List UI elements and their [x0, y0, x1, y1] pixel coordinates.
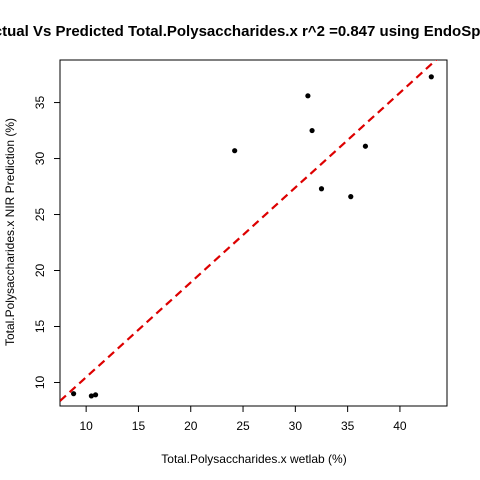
fit-line-group — [60, 50, 447, 401]
data-points-group — [71, 74, 434, 398]
fit-line — [60, 50, 447, 401]
data-point — [93, 392, 98, 397]
data-point — [363, 144, 368, 149]
data-point — [305, 93, 310, 98]
y-tick-label: 10 — [33, 375, 47, 389]
x-tick-label: 20 — [184, 419, 198, 433]
data-point — [348, 194, 353, 199]
axes-group: 10 15 20 25 30 35 40 10 15 20 25 30 35 — [33, 60, 447, 433]
y-tick-label: 20 — [33, 264, 47, 278]
data-point — [309, 128, 314, 133]
data-point — [232, 148, 237, 153]
y-tick-label: 25 — [33, 208, 47, 222]
x-axis-label: Total.Polysaccharides.x wetlab (%) — [161, 452, 346, 466]
plot-frame — [60, 60, 447, 406]
data-point — [319, 186, 324, 191]
x-tick-label: 25 — [236, 419, 250, 433]
chart-title: Actual Vs Predicted Total.Polysaccharide… — [0, 23, 480, 40]
data-point — [71, 391, 76, 396]
x-tick-label: 30 — [289, 419, 303, 433]
y-tick-label: 35 — [33, 96, 47, 110]
x-tick-label: 15 — [132, 419, 146, 433]
y-tick-label: 30 — [33, 152, 47, 166]
x-tick-label: 40 — [393, 419, 407, 433]
x-tick-label: 35 — [341, 419, 355, 433]
y-tick-label: 15 — [33, 320, 47, 334]
y-axis-label: Total.Polysaccharides.x NIR Prediction (… — [3, 118, 17, 346]
x-tick-label: 10 — [79, 419, 93, 433]
data-point — [429, 74, 434, 79]
